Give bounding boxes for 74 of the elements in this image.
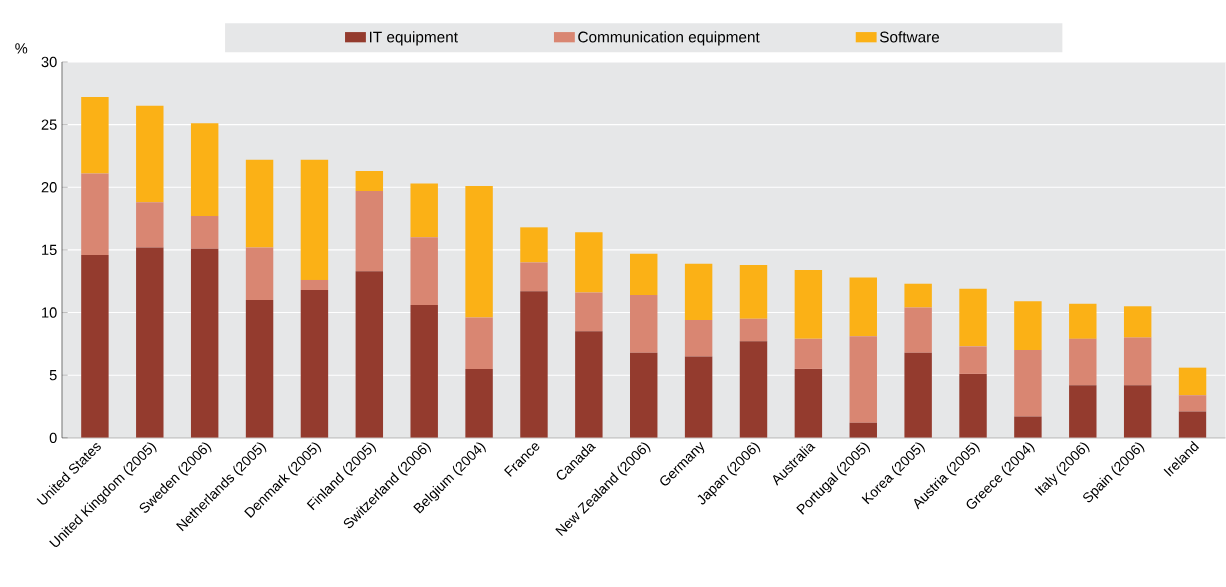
- bar: [190, 216, 219, 249]
- bar: [1014, 350, 1042, 417]
- bar: [739, 341, 768, 438]
- y-tick-label: 5: [49, 370, 57, 381]
- bar: [630, 295, 658, 353]
- bar: [1069, 303, 1097, 339]
- bar: [849, 422, 877, 438]
- bar: [849, 336, 877, 423]
- bar: [575, 292, 603, 332]
- bar: [794, 338, 823, 370]
- bar: [1123, 337, 1152, 386]
- bar: [465, 369, 493, 438]
- bar: [1178, 395, 1207, 412]
- bar: [410, 237, 438, 306]
- bar: [520, 227, 548, 263]
- y-tick-label: 25: [41, 119, 57, 130]
- bar: [300, 290, 329, 438]
- bar: [849, 277, 877, 337]
- bar: [959, 288, 987, 347]
- bar: [245, 159, 274, 248]
- bar: [1123, 385, 1152, 438]
- bar: [794, 270, 823, 339]
- bar: [1178, 411, 1207, 438]
- bar: [630, 253, 658, 296]
- bar: [300, 159, 329, 281]
- bar: [245, 300, 274, 438]
- bar: [904, 283, 932, 308]
- bar: [739, 265, 768, 319]
- bar: [136, 202, 164, 248]
- bar: [575, 232, 603, 293]
- bar: [959, 346, 987, 375]
- bar: [190, 248, 219, 438]
- bar: [355, 191, 384, 272]
- bar: [355, 271, 384, 438]
- bar: [300, 280, 329, 291]
- bar: [794, 369, 823, 438]
- bar: [1123, 306, 1152, 338]
- bar: [1178, 367, 1207, 396]
- bar: [465, 317, 493, 370]
- legend-label: Software: [879, 31, 940, 43]
- bar: [575, 331, 603, 438]
- bar: [136, 105, 164, 203]
- bar: [684, 356, 713, 438]
- bar: [520, 291, 548, 438]
- bar: [1014, 301, 1042, 351]
- bar: [81, 97, 109, 174]
- bar: [959, 374, 987, 438]
- bar: [81, 255, 109, 438]
- bar: [190, 123, 219, 217]
- legend-label: IT equipment: [369, 31, 458, 46]
- bar: [355, 171, 384, 192]
- bar: [1069, 385, 1097, 438]
- y-tick-label: 30: [41, 56, 57, 68]
- y-tick-label: 0: [49, 432, 57, 444]
- bar: [684, 320, 713, 357]
- bar: [245, 247, 274, 301]
- legend-label: Communication equipment: [578, 31, 760, 46]
- bar: [1069, 338, 1097, 386]
- bar: [81, 173, 109, 256]
- bar: [410, 183, 438, 238]
- bar: [630, 352, 658, 438]
- bar: [904, 352, 932, 438]
- y-tick-label: 10: [42, 307, 57, 318]
- bar: [684, 263, 713, 321]
- bar: [1014, 416, 1042, 438]
- bar: [904, 307, 932, 353]
- bar: [739, 318, 768, 342]
- bar: [136, 247, 164, 438]
- bar: [465, 186, 493, 318]
- y-axis-title: %: [15, 43, 28, 54]
- y-tick-label: 20: [41, 182, 57, 193]
- bar: [410, 305, 438, 438]
- bar: [520, 262, 548, 292]
- y-tick-label: 15: [42, 244, 57, 256]
